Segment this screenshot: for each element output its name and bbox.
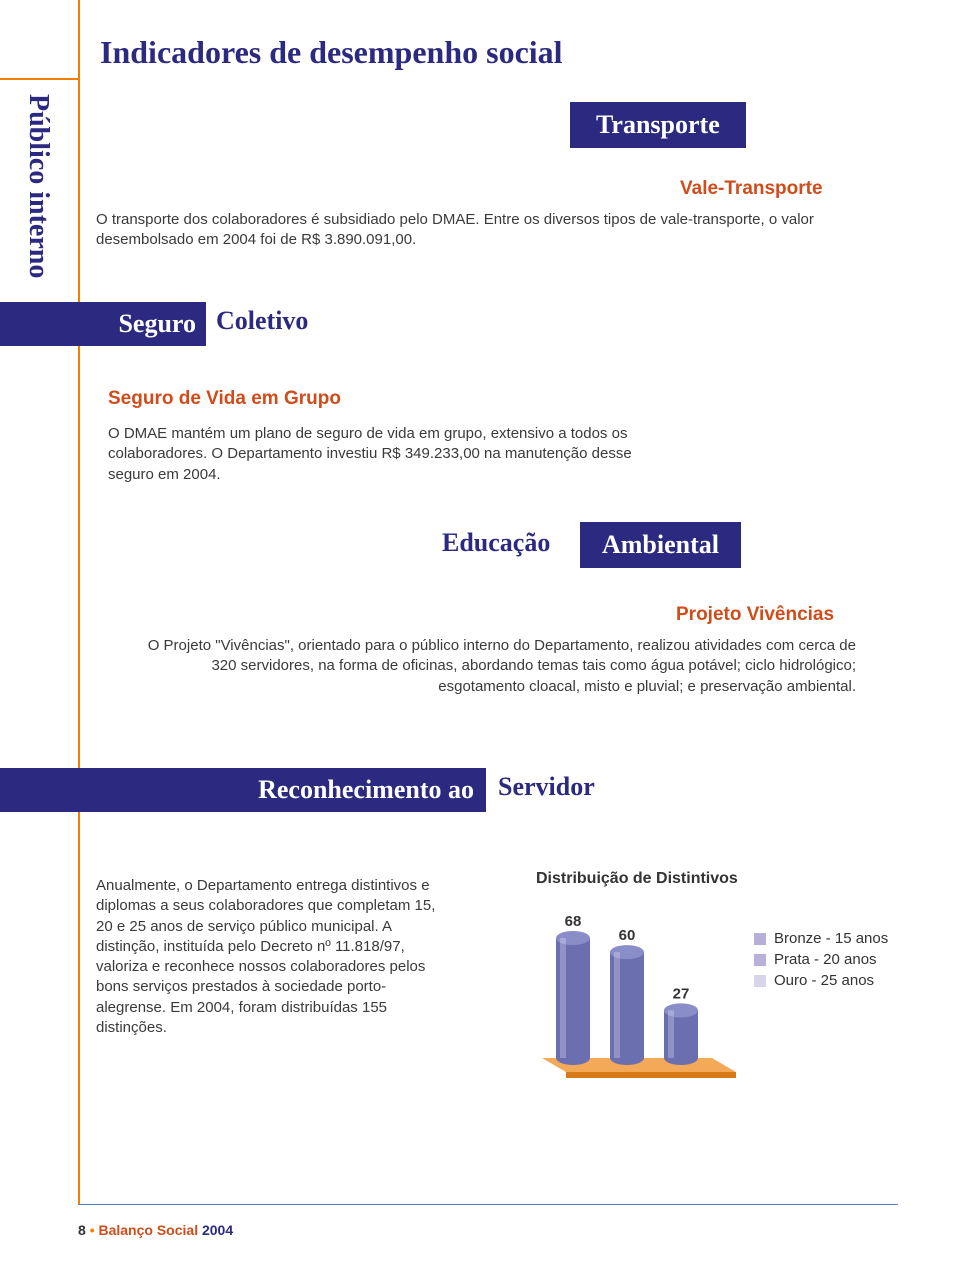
footer-year: 2004 xyxy=(202,1222,233,1238)
footer-label: Balanço Social xyxy=(98,1222,198,1238)
section-header-servidor-word2: Servidor xyxy=(498,772,595,802)
vertical-rule xyxy=(78,0,80,1204)
section-header-ambiental: Ambiental xyxy=(580,522,741,568)
section-header-educacao-word1: Educação xyxy=(442,528,550,558)
page-number: 8 xyxy=(78,1222,86,1238)
legend-label: Bronze - 15 anos xyxy=(774,930,888,947)
section-header-reconhecimento-bar: Reconhecimento ao xyxy=(0,768,486,812)
chart-title: Distribuição de Distintivos xyxy=(536,870,896,888)
legend-swatch xyxy=(754,954,766,966)
chart-canvas: 68 60 27 xyxy=(536,898,746,1078)
section-header-label: Transporte xyxy=(596,110,720,140)
svg-text:27: 27 xyxy=(673,985,690,1002)
legend-swatch xyxy=(754,975,766,987)
legend-item: Bronze - 15 anos xyxy=(754,930,888,947)
section-header-label: Reconhecimento ao xyxy=(258,775,474,805)
subhead-vale-transporte: Vale-Transporte xyxy=(680,178,823,200)
page-title: Indicadores de desempenho social xyxy=(100,34,563,71)
body-reconhecimento: Anualmente, o Departamento entrega disti… xyxy=(96,876,446,1038)
footer-rule xyxy=(78,1204,898,1205)
body-transporte: O transporte dos colaboradores é subsidi… xyxy=(96,210,854,251)
svg-text:60: 60 xyxy=(619,927,636,944)
horizontal-rule-top xyxy=(0,78,78,80)
section-header-label: Seguro xyxy=(118,309,196,339)
legend-item: Prata - 20 anos xyxy=(754,951,888,968)
section-header-transporte: Transporte xyxy=(570,102,746,148)
page-footer: 8 • Balanço Social 2004 xyxy=(78,1222,233,1238)
legend-swatch xyxy=(754,933,766,945)
legend-item: Ouro - 25 anos xyxy=(754,972,888,989)
subhead-projeto: Projeto Vivências xyxy=(676,604,834,626)
chart-legend: Bronze - 15 anos Prata - 20 anos Ouro - 25… xyxy=(754,930,888,993)
legend-label: Prata - 20 anos xyxy=(774,951,877,968)
svg-text:68: 68 xyxy=(565,913,582,930)
subhead-seguro: Seguro de Vida em Grupo xyxy=(108,388,341,410)
chart-distintivos: Distribuição de Distintivos 686027 Bronz… xyxy=(536,870,896,888)
body-seguro: O DMAE mantém um plano de seguro de vida… xyxy=(108,424,648,485)
legend-label: Ouro - 25 anos xyxy=(774,972,874,989)
section-header-seguro-word2: Coletivo xyxy=(216,306,308,336)
section-header-seguro-bar: Seguro xyxy=(0,302,206,346)
section-header-label: Ambiental xyxy=(602,530,719,560)
sidebar-category-label: Público interno xyxy=(22,94,54,278)
body-educacao: O Projeto "Vivências", orientado para o … xyxy=(132,636,856,697)
